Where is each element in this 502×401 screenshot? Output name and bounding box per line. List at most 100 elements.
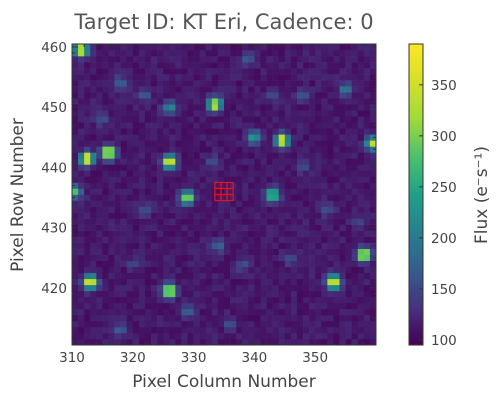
pixel-cell: [187, 74, 194, 81]
pixel-cell: [157, 284, 164, 292]
pixel-cell: [321, 314, 328, 322]
pixel-cell: [363, 254, 371, 262]
pixel-cell: [345, 326, 352, 334]
pixel-cell: [248, 254, 255, 262]
pixel-cell: [321, 86, 328, 93]
pixel-cell: [309, 68, 316, 75]
pixel-cell: [248, 194, 255, 201]
pixel-cell: [84, 74, 91, 81]
pixel-cell: [357, 248, 365, 255]
pixel-cell: [163, 284, 170, 292]
pixel-cell: [278, 332, 286, 340]
pixel-cell: [120, 332, 128, 340]
pixel-cell: [114, 152, 121, 159]
pixel-cell: [163, 140, 170, 147]
pixel-cell: [78, 86, 85, 93]
pixel-cell: [242, 56, 249, 63]
pixel-cell: [175, 218, 182, 225]
pixel-cell: [236, 104, 243, 111]
pixel-cell: [120, 80, 128, 87]
pixel-cell: [132, 254, 140, 262]
pixel-cell: [351, 284, 359, 292]
pixel-cell: [120, 158, 128, 165]
pixel-cell: [309, 44, 316, 51]
pixel-cell: [211, 338, 219, 346]
pixel-cell: [132, 338, 140, 346]
pixel-cell: [363, 182, 371, 189]
pixel-cell: [211, 44, 219, 51]
pixel-cell: [230, 260, 237, 268]
pixel-cell: [315, 284, 322, 292]
pixel-cell: [254, 224, 261, 231]
pixel-cell: [224, 302, 231, 310]
pixel-cell: [284, 206, 292, 213]
pixel-cell: [108, 134, 115, 141]
pixel-cell: [339, 110, 346, 117]
pixel-cell: [132, 212, 140, 219]
pixel-cell: [217, 242, 225, 249]
pixel-cell: [163, 290, 170, 298]
pixel-cell: [211, 254, 219, 262]
pixel-cell: [321, 188, 328, 195]
pixel-cell: [132, 44, 140, 51]
pixel-cell: [108, 80, 115, 87]
pixel-cell: [303, 116, 310, 123]
pixel-cell: [126, 212, 134, 219]
pixel-cell: [187, 122, 194, 129]
pixel-cell: [211, 68, 219, 75]
pixel-cell: [254, 122, 261, 129]
pixel-cell: [254, 338, 261, 346]
pixel-cell: [169, 50, 176, 57]
pixel-cell: [236, 68, 243, 75]
pixel-cell: [72, 128, 79, 135]
pixel-cell: [169, 74, 176, 81]
pixel-cell: [266, 308, 273, 316]
pixel-cell: [339, 206, 346, 213]
pixel-cell: [315, 140, 322, 147]
pixel-cell: [157, 224, 164, 231]
aperture-pixel: [226, 181, 234, 190]
pixel-cell: [254, 272, 261, 280]
pixel-cell: [242, 182, 249, 189]
pixel-cell: [126, 116, 134, 123]
pixel-cell: [193, 284, 200, 292]
pixel-cell: [260, 110, 267, 117]
pixel-cell: [102, 338, 109, 346]
pixel-cell: [120, 122, 128, 129]
pixel-cell: [339, 260, 346, 268]
pixel-cell: [163, 50, 170, 57]
pixel-cell: [266, 56, 273, 63]
pixel-cell: [303, 188, 310, 195]
pixel-cell: [120, 50, 128, 57]
pixel-cell: [351, 164, 359, 171]
pixel-cell: [357, 158, 365, 165]
pixel-cell: [333, 116, 340, 123]
pixel-cell: [321, 116, 328, 123]
pixel-cell: [363, 116, 371, 123]
pixel-cell: [199, 200, 207, 207]
pixel-cell: [242, 122, 249, 129]
pixel-cell: [169, 308, 176, 316]
pixel-cell: [339, 200, 346, 207]
pixel-cell: [321, 74, 328, 81]
pixel-cell: [157, 44, 164, 51]
pixel-cell: [199, 110, 207, 117]
pixel-cell: [339, 272, 346, 280]
pixel-cell: [266, 200, 273, 207]
pixel-cell: [138, 146, 146, 153]
pixel-cell: [151, 158, 158, 165]
pixel-cell: [187, 260, 194, 268]
pixel-cell: [193, 68, 200, 75]
pixel-cell: [224, 92, 231, 99]
pixel-cell: [321, 128, 328, 135]
pixel-cell: [132, 308, 140, 316]
pixel-cell: [284, 212, 292, 219]
pixel-cell: [78, 332, 85, 340]
pixel-cell: [284, 164, 292, 171]
pixel-cell: [90, 272, 97, 280]
pixel-cell: [357, 62, 365, 69]
pixel-cell: [290, 170, 298, 177]
pixel-cell: [151, 98, 158, 105]
pixel-cell: [315, 290, 322, 298]
pixel-cell: [303, 278, 310, 286]
